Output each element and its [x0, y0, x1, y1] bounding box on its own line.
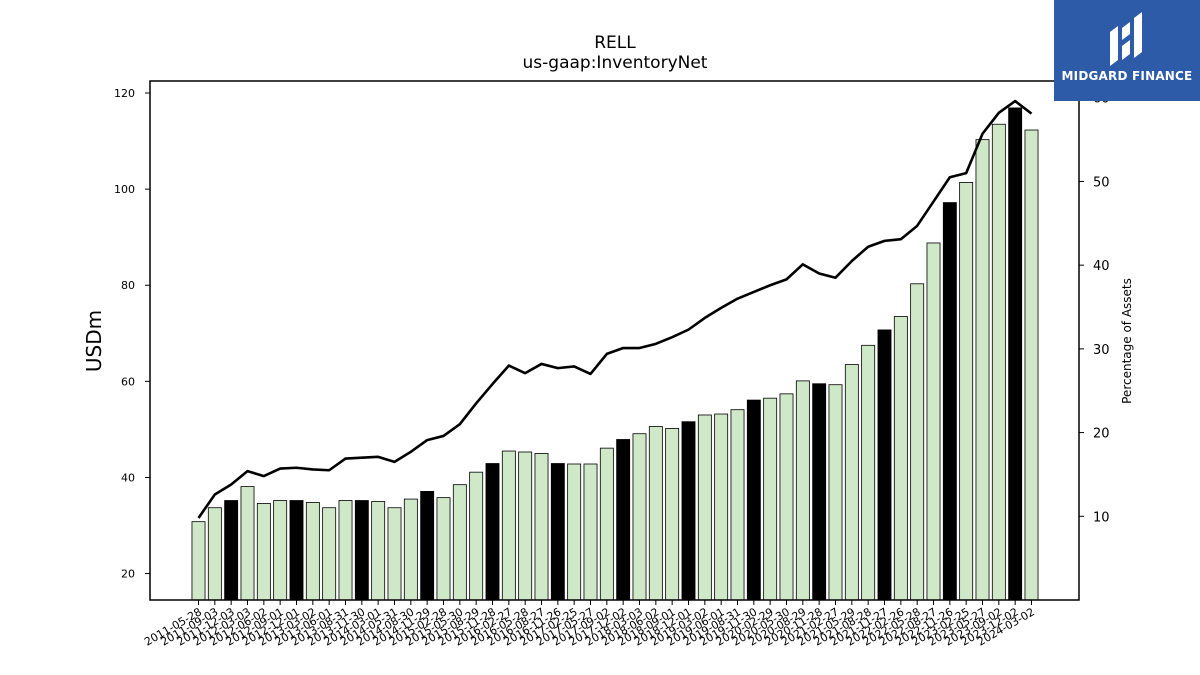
bar	[485, 463, 500, 601]
bar	[1024, 129, 1039, 601]
bar	[403, 498, 418, 601]
bar	[844, 364, 859, 601]
bar	[714, 413, 729, 601]
y-tick-label-right: 30	[1093, 343, 1110, 358]
y-axis-title-left: USDm	[82, 310, 106, 372]
bar	[191, 521, 206, 601]
bar	[420, 490, 435, 601]
bars-layer	[191, 107, 1039, 601]
bar	[583, 463, 598, 601]
bar	[697, 414, 712, 601]
bar	[812, 383, 827, 601]
bar	[861, 344, 876, 601]
bar	[207, 507, 222, 601]
plot-frame	[149, 80, 1080, 601]
bar	[746, 399, 761, 601]
bar	[599, 447, 614, 601]
bar	[1008, 107, 1023, 601]
bar	[877, 329, 892, 601]
bar	[224, 500, 239, 601]
bar	[730, 409, 745, 601]
bar	[387, 507, 402, 601]
y-tick-label-right: 50	[1093, 175, 1110, 190]
chart-title: RELL	[594, 33, 636, 53]
chart-subtitle: us-gaap:InventoryNet	[523, 53, 708, 73]
bar	[681, 421, 696, 601]
bar	[779, 393, 794, 601]
bar	[534, 453, 549, 601]
bar	[256, 503, 271, 601]
bar	[354, 500, 369, 601]
bar	[795, 380, 810, 601]
y-tick-label-right: 40	[1093, 259, 1110, 274]
bar	[665, 428, 680, 601]
bar	[305, 502, 320, 601]
bar	[991, 123, 1006, 601]
bar	[371, 501, 386, 601]
brand-name: MIDGARD FINANCE	[1061, 69, 1193, 83]
bar	[959, 181, 974, 601]
percentage-of-assets-line	[197, 99, 1033, 519]
bar	[632, 433, 647, 601]
bar	[322, 507, 337, 601]
y-tick-label-left: 40	[121, 471, 135, 484]
y-axis-title-right: Percentage of Assets	[1120, 278, 1134, 404]
y-tick-label-left: 100	[114, 183, 135, 196]
bar	[975, 139, 990, 601]
line-layer	[197, 99, 1033, 519]
y-tick-label-right: 20	[1093, 427, 1110, 442]
y-tick-label-left: 60	[121, 375, 135, 388]
y-tick-label-left: 80	[121, 279, 135, 292]
bar	[763, 397, 778, 601]
bar	[501, 450, 516, 601]
bar	[338, 500, 353, 601]
bar	[648, 426, 663, 601]
bar	[289, 500, 304, 601]
y-tick-label-right: 10	[1093, 510, 1110, 525]
bar	[616, 439, 631, 601]
y-tick-label-left: 120	[114, 87, 135, 100]
axes-layer: 204060801001201020304050602011-05-282011…	[114, 87, 1110, 649]
bar	[828, 384, 843, 601]
midgard-logo-icon	[1110, 12, 1142, 66]
brand-logo: MIDGARD FINANCE	[1054, 0, 1200, 101]
bar	[942, 202, 957, 601]
bar	[893, 316, 908, 601]
bar	[452, 484, 467, 601]
bar	[240, 486, 255, 601]
bar	[518, 451, 533, 601]
bar	[910, 283, 925, 601]
bar	[469, 471, 484, 601]
bar	[273, 500, 288, 601]
y-tick-label-left: 20	[121, 568, 135, 581]
bar	[436, 497, 451, 601]
bar	[550, 463, 565, 601]
bar	[926, 242, 941, 601]
bar	[567, 463, 582, 601]
